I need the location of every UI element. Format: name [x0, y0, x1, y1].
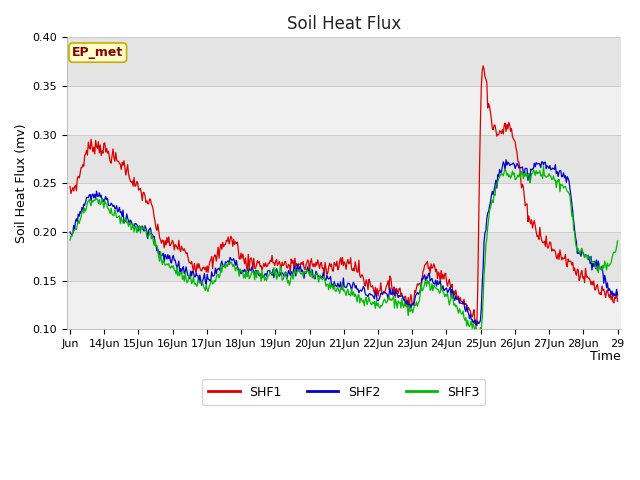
SHF1 — [314, 257, 321, 263]
SHF3 — [163, 261, 171, 267]
SHF1 — [389, 292, 397, 298]
Line: SHF3: SHF3 — [70, 166, 618, 334]
Line: SHF1: SHF1 — [70, 66, 618, 326]
Bar — [67, 281, 621, 329]
SHF2 — [479, 264, 487, 270]
Bar — [67, 183, 621, 232]
SHF3 — [314, 275, 321, 280]
Text: EP_met: EP_met — [72, 46, 124, 59]
SHF1 — [614, 299, 621, 304]
SHF2 — [314, 273, 321, 278]
SHF2 — [66, 229, 74, 235]
X-axis label: Time: Time — [590, 350, 621, 363]
SHF1 — [207, 257, 214, 263]
SHF2 — [207, 277, 214, 283]
SHF3 — [614, 238, 621, 244]
SHF1 — [163, 235, 171, 240]
SHF2 — [163, 256, 171, 262]
SHF1 — [432, 269, 440, 275]
SHF1 — [480, 67, 488, 72]
SHF3 — [474, 331, 481, 336]
SHF1 — [66, 184, 74, 190]
SHF3 — [432, 285, 440, 291]
Bar — [67, 86, 621, 135]
Bar — [67, 232, 621, 281]
SHF3 — [207, 279, 214, 285]
Line: SHF2: SHF2 — [70, 160, 618, 325]
SHF1 — [479, 63, 487, 69]
Bar — [67, 37, 621, 86]
Legend: SHF1, SHF2, SHF3: SHF1, SHF2, SHF3 — [202, 379, 486, 405]
SHF3 — [540, 163, 547, 169]
Title: Soil Heat Flux: Soil Heat Flux — [287, 15, 401, 33]
SHF2 — [389, 287, 397, 293]
SHF2 — [432, 277, 440, 283]
SHF2 — [502, 157, 510, 163]
SHF3 — [66, 237, 74, 243]
SHF2 — [614, 292, 621, 298]
SHF3 — [479, 295, 487, 301]
SHF2 — [472, 322, 480, 328]
Bar — [67, 135, 621, 183]
SHF3 — [389, 295, 397, 301]
SHF1 — [473, 323, 481, 329]
Y-axis label: Soil Heat Flux (mv): Soil Heat Flux (mv) — [15, 123, 28, 243]
